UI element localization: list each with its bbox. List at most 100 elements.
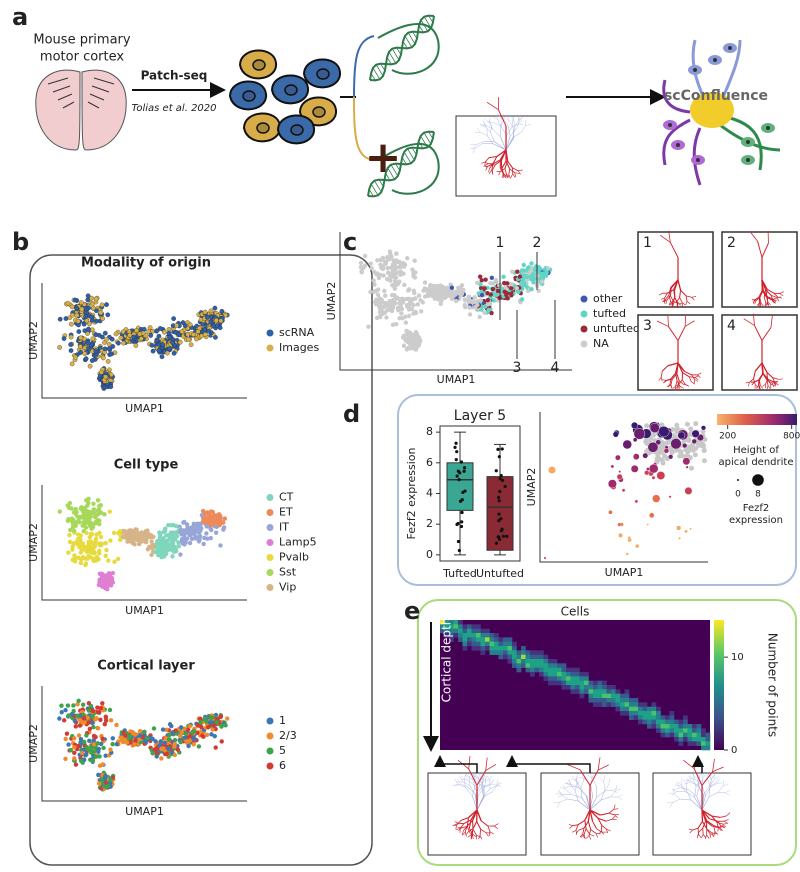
scatter-point xyxy=(412,258,416,262)
scatter-point xyxy=(103,331,107,335)
scatter-point xyxy=(635,544,639,548)
heatmap-cell xyxy=(485,642,490,647)
scatter-point xyxy=(401,271,405,275)
scatter-point xyxy=(211,323,215,327)
scatter-point xyxy=(107,571,111,575)
scatter-point xyxy=(106,359,110,363)
scatter-point xyxy=(74,724,78,728)
scatter-point xyxy=(65,503,69,507)
heatmap-cell xyxy=(503,646,508,651)
scatter-point xyxy=(207,329,211,333)
heatmap-cell xyxy=(454,633,459,638)
scatter-point xyxy=(473,305,477,309)
heatmap-cell xyxy=(575,685,580,690)
scatter-point xyxy=(91,759,95,763)
heatmap-cell xyxy=(512,646,517,651)
scatter-point xyxy=(494,278,498,282)
scatter-point xyxy=(160,551,164,555)
scatter-point xyxy=(438,295,442,299)
strip-point xyxy=(458,478,461,481)
heatmap-cell xyxy=(544,659,549,664)
scatter-point xyxy=(81,703,85,707)
scatter-point xyxy=(84,531,88,535)
scatter-point xyxy=(62,336,66,340)
scatter-point xyxy=(482,311,486,315)
heatmap-cell xyxy=(580,689,585,694)
scatter-point xyxy=(468,312,472,316)
scatter-point xyxy=(193,523,197,527)
scatter-point xyxy=(399,311,403,315)
scatter-point xyxy=(102,512,106,516)
scatter-point xyxy=(399,262,403,266)
heatmap-cell xyxy=(530,655,535,660)
heatmap-cell xyxy=(548,672,553,677)
heatmap-cell xyxy=(557,672,562,677)
scatter-point xyxy=(93,717,97,721)
scatter-point xyxy=(378,310,382,314)
heatmap-cell xyxy=(706,737,711,742)
scatter-point xyxy=(410,268,414,272)
neurite xyxy=(762,363,763,373)
legend-marker xyxy=(267,494,274,501)
strip-point xyxy=(497,496,500,499)
heatmap-cell xyxy=(512,663,517,668)
scatter-point xyxy=(162,330,166,334)
scatter-point xyxy=(80,307,84,311)
legend-marker xyxy=(267,330,274,337)
scatter-point xyxy=(73,509,77,513)
scatter-point xyxy=(196,329,200,333)
scatter-point xyxy=(416,302,420,306)
scatter-point xyxy=(201,509,205,513)
scatter-point xyxy=(57,716,61,720)
scatter-point xyxy=(144,529,148,533)
strip-point xyxy=(458,549,461,552)
scatter-point xyxy=(393,301,397,305)
scatter-point xyxy=(82,716,86,720)
scatter-point xyxy=(540,279,544,283)
scatter-point xyxy=(360,270,364,274)
scatter-point xyxy=(394,322,398,326)
scatter-point xyxy=(161,727,165,731)
heatmap-cell xyxy=(616,698,621,703)
scatter-point xyxy=(95,741,99,745)
y-tick-label: 6 xyxy=(426,456,433,469)
scatter-point xyxy=(220,309,224,313)
scatter-point xyxy=(611,465,614,468)
scatter-point xyxy=(543,267,547,271)
scatter-point xyxy=(415,335,419,339)
scatter-point xyxy=(160,354,164,358)
scatter-point xyxy=(529,268,533,272)
scatter-point xyxy=(430,294,434,298)
scatter-point xyxy=(359,261,363,265)
scatter-point xyxy=(417,293,421,297)
heatmap-cell xyxy=(485,646,490,651)
legend-label: Lamp5 xyxy=(279,536,317,549)
heatmap-cell xyxy=(494,633,499,638)
scatter-point xyxy=(684,530,687,533)
scatter-point xyxy=(184,731,188,735)
legend-label: 2/3 xyxy=(279,729,297,742)
scatter-point xyxy=(186,744,190,748)
heatmap-cell xyxy=(521,663,526,668)
scatter-point xyxy=(96,773,100,777)
scatter-point xyxy=(83,314,87,318)
heatmap-cell xyxy=(517,659,522,664)
morphology-label: 1 xyxy=(643,235,652,251)
heatmap-cell xyxy=(562,672,567,677)
scatter-point xyxy=(407,314,411,318)
scatter-point xyxy=(93,540,97,544)
heatmap-cell xyxy=(652,711,657,716)
scatter-point xyxy=(405,332,409,336)
scatter-point xyxy=(73,522,77,526)
scatter-point xyxy=(144,739,148,743)
scatter-point xyxy=(70,305,74,309)
scatter-point xyxy=(134,328,138,332)
heatmap-cell xyxy=(593,681,598,686)
heatmap-cell xyxy=(589,694,594,699)
heatmap-cell xyxy=(656,711,661,716)
scatter-point xyxy=(92,507,96,511)
scatter-point xyxy=(619,471,621,473)
heatmap-cell xyxy=(494,637,499,642)
heatmap-cell xyxy=(544,663,549,668)
scatter-point xyxy=(163,741,167,745)
